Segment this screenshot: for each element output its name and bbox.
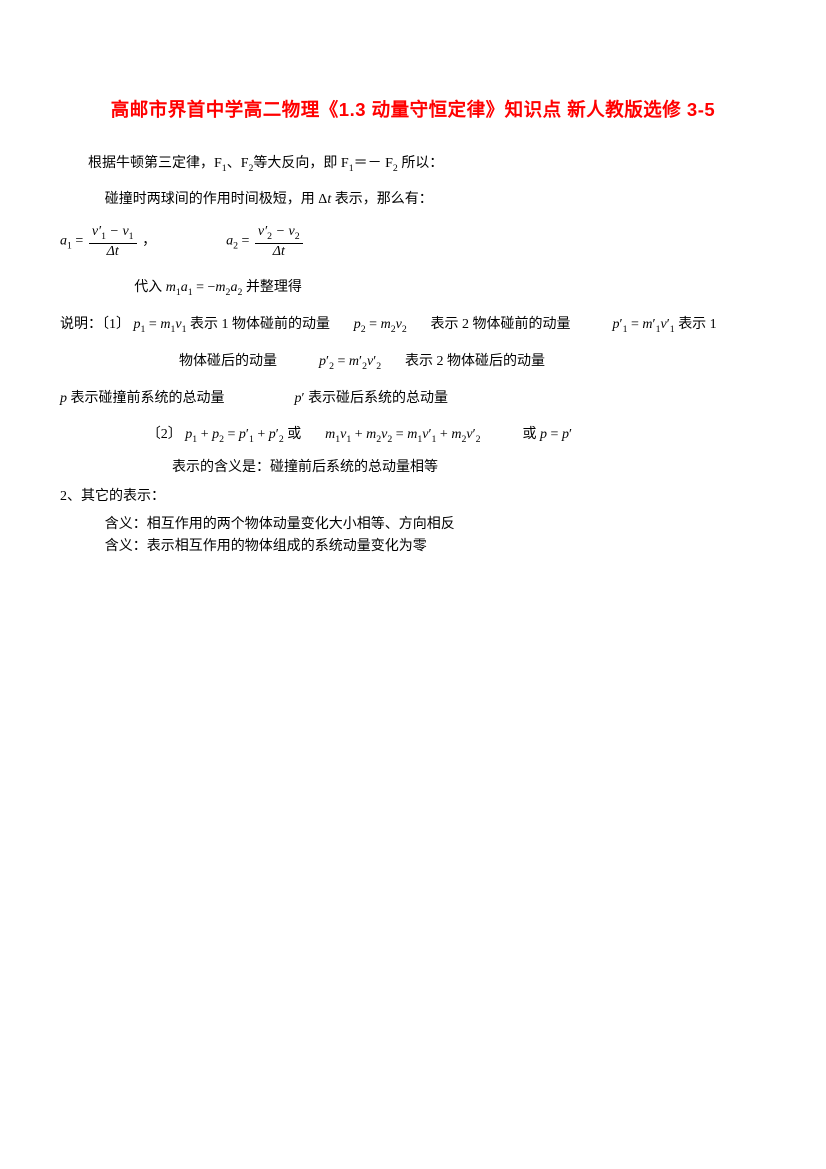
text: 〔2〕 (147, 427, 182, 442)
comma: ， (142, 234, 156, 249)
text: 表示，那么有： (331, 192, 433, 207)
page-title: 高邮市界首中学高二物理《1.3 动量守恒定律》知识点 新人教版选修 3-5 (60, 90, 766, 131)
text: 等大反向，即 F (253, 156, 348, 171)
var-p-prime: p′ (295, 391, 305, 406)
equation-pp: p = p′ (540, 427, 572, 442)
denominator: Δt (255, 243, 303, 259)
paragraph-meaning: 表示的含义是：碰撞前后系统的总动量相等 (60, 457, 766, 479)
paragraph-total-momentum: p 表示碰撞前系统的总动量 p′ 表示碰后系统的总动量 (60, 384, 766, 415)
numerator: v′2 − v2 (255, 224, 303, 243)
equation-p2p: p′2 = m′2v′2 (319, 354, 381, 369)
paragraph-meaning-2: 含义：表示相互作用的物体组成的系统动量变化为零 (60, 536, 766, 558)
subscript: 2 (233, 241, 238, 252)
text: 并整理得 (242, 280, 302, 295)
document-page: 高邮市界首中学高二物理《1.3 动量守恒定律》知识点 新人教版选修 3-5 根据… (0, 0, 826, 619)
equals: = (241, 234, 252, 249)
numerator: v′1 − v1 (89, 224, 137, 243)
text: 表示 2 物体碰后的动量 (405, 354, 545, 369)
text: 表示碰撞前系统的总动量 (71, 391, 225, 406)
text: 或 (523, 427, 541, 442)
text: 、F (227, 156, 249, 171)
fraction-a1: v′1 − v1 Δt (89, 224, 137, 259)
paragraph-newton-third-law: 根据牛顿第三定律，F1、F2等大反向，即 F1＝－ F2 所以： (60, 149, 766, 180)
text: ＝－ F (354, 156, 393, 171)
text: 或 (287, 427, 301, 442)
math-delta-t: Δt (318, 192, 331, 207)
paragraph-explain-2: 〔2〕 p1 + p2 = p′1 + p′2 或 m1v1 + m2v2 = … (60, 420, 766, 451)
var-a1: a (60, 234, 67, 249)
equation-p1: p1 = m1v1 (134, 317, 187, 332)
equation-p1p: p′1 = m′1v′1 (613, 317, 675, 332)
equation-accelerations: a1 = v′1 − v1 Δt ， a2 = v′2 − v2 Δt (60, 224, 766, 259)
text: 代入 (134, 280, 166, 295)
paragraph-explain-1: 说明：〔1〕 p1 = m1v1 表示 1 物体碰前的动量 p2 = m2v2 … (60, 310, 766, 341)
var-p: p (60, 391, 67, 406)
text: 表示 1 (678, 317, 717, 332)
text: 碰撞时两球间的作用时间极短，用 (105, 192, 319, 207)
paragraph-meaning-1: 含义：相互作用的两个物体动量变化大小相等、方向相反 (60, 514, 766, 536)
equation-ma: m1a1 = −m2a2 (166, 280, 243, 295)
equation-mvsum: m1v1 + m2v2 = m1v′1 + m2v′2 (325, 427, 480, 442)
fraction-a2: v′2 − v2 Δt (255, 224, 303, 259)
equation-psum: p1 + p2 = p′1 + p′2 (185, 427, 283, 442)
paragraph-substitute: 代入 m1a1 = −m2a2 并整理得 (60, 273, 766, 304)
text: 表示碰后系统的总动量 (308, 391, 448, 406)
paragraph-other-rep: 2、其它的表示： (60, 486, 766, 508)
equation-p2: p2 = m2v2 (354, 317, 407, 332)
subscript: 1 (67, 241, 72, 252)
text: 物体碰后的动量 (179, 354, 277, 369)
denominator: Δt (89, 243, 137, 259)
text: 所以： (398, 156, 444, 171)
text: 说明：〔1〕 (60, 317, 130, 332)
paragraph-collision-time: 碰撞时两球间的作用时间极短，用 Δt 表示，那么有： (60, 185, 766, 216)
paragraph-explain-1b: 物体碰后的动量 p′2 = m′2v′2 表示 2 物体碰后的动量 (60, 347, 766, 378)
text: 根据牛顿第三定律，F (88, 156, 222, 171)
equals: = (75, 234, 86, 249)
text: 表示 1 物体碰前的动量 (190, 317, 330, 332)
text: 表示 2 物体碰前的动量 (431, 317, 571, 332)
